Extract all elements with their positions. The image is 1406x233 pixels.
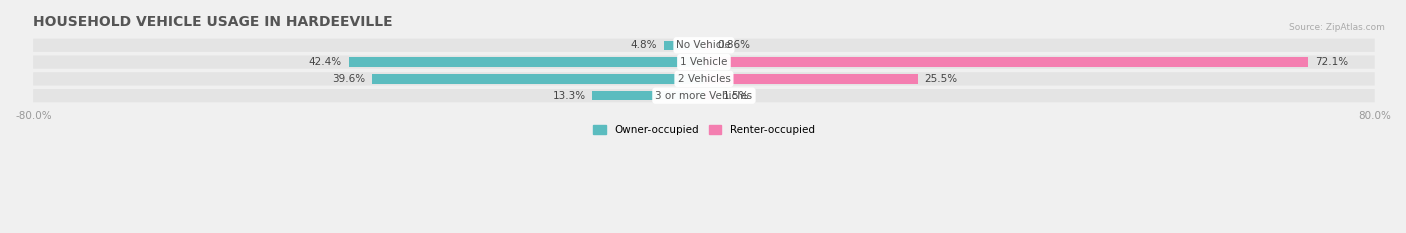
Text: 42.4%: 42.4% bbox=[309, 57, 342, 67]
Legend: Owner-occupied, Renter-occupied: Owner-occupied, Renter-occupied bbox=[589, 121, 818, 139]
Text: Source: ZipAtlas.com: Source: ZipAtlas.com bbox=[1289, 23, 1385, 32]
Bar bbox=[592, 91, 704, 100]
Text: 25.5%: 25.5% bbox=[924, 74, 957, 84]
Text: 1 Vehicle: 1 Vehicle bbox=[681, 57, 728, 67]
Bar bbox=[349, 58, 704, 67]
Bar bbox=[704, 91, 717, 100]
FancyBboxPatch shape bbox=[34, 55, 1375, 69]
FancyBboxPatch shape bbox=[34, 39, 1375, 52]
Text: HOUSEHOLD VEHICLE USAGE IN HARDEEVILLE: HOUSEHOLD VEHICLE USAGE IN HARDEEVILLE bbox=[34, 15, 392, 29]
Bar bbox=[373, 74, 704, 83]
Bar bbox=[704, 41, 711, 50]
Bar bbox=[704, 58, 1309, 67]
Text: 72.1%: 72.1% bbox=[1315, 57, 1348, 67]
Text: 2 Vehicles: 2 Vehicles bbox=[678, 74, 730, 84]
FancyBboxPatch shape bbox=[34, 89, 1375, 102]
Bar bbox=[704, 74, 918, 83]
Text: 13.3%: 13.3% bbox=[553, 91, 586, 101]
Text: 1.5%: 1.5% bbox=[723, 91, 749, 101]
Bar bbox=[664, 41, 704, 50]
FancyBboxPatch shape bbox=[34, 72, 1375, 86]
Text: 0.86%: 0.86% bbox=[718, 40, 751, 50]
Text: No Vehicle: No Vehicle bbox=[676, 40, 731, 50]
Text: 3 or more Vehicles: 3 or more Vehicles bbox=[655, 91, 752, 101]
Text: 39.6%: 39.6% bbox=[332, 74, 366, 84]
Text: 4.8%: 4.8% bbox=[630, 40, 657, 50]
